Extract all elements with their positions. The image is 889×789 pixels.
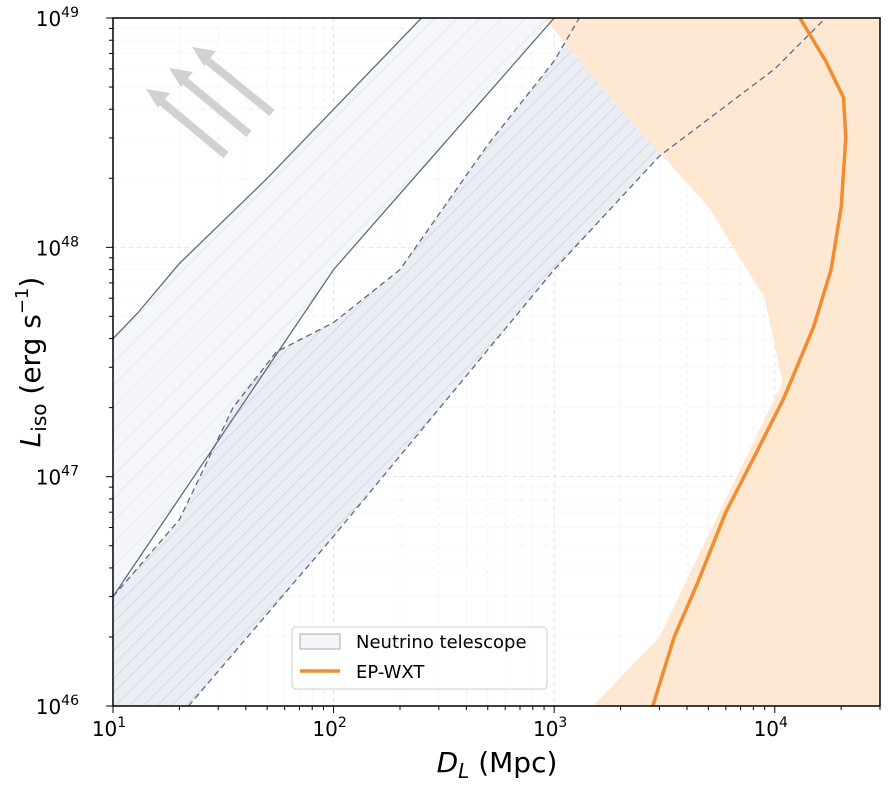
legend-box xyxy=(291,626,548,690)
axis-labels: DL (Mpc) Liso (erg s−1) xyxy=(12,277,557,783)
y-tick-exponent: 47 xyxy=(61,464,79,480)
band-orange-upper xyxy=(544,18,880,597)
x-tick-label: 102 xyxy=(312,715,346,741)
x-tick-label: 104 xyxy=(754,715,788,741)
band-orange-lower xyxy=(593,156,880,706)
band-edge-lower-1 xyxy=(188,18,827,706)
y-tick-label: 1047 xyxy=(36,464,79,490)
y-tick-label: 1048 xyxy=(36,234,79,260)
plot-frame xyxy=(112,17,881,707)
x-tick-exponent: 3 xyxy=(558,715,567,731)
legend: Neutrino telescope EP-WXT xyxy=(291,626,548,690)
band-edge-upper-1 xyxy=(113,18,580,598)
arrow-icon-1 xyxy=(146,89,229,159)
x-tick-label: 101 xyxy=(92,715,126,741)
y-axis-label: Liso (erg s−1) xyxy=(12,277,51,448)
x-tick-exponent: 4 xyxy=(779,715,788,731)
x-axis-label: DL (Mpc) xyxy=(437,746,558,783)
line-ep-wxt xyxy=(651,18,848,706)
band-edge-lower-0 xyxy=(113,18,555,597)
bands xyxy=(113,18,880,706)
x-tick-exponent: 1 xyxy=(117,715,126,731)
lines xyxy=(113,18,848,706)
band-hatch-0 xyxy=(113,18,555,597)
y-tick-exponent: 46 xyxy=(61,693,79,709)
arrow-icon-2 xyxy=(169,68,252,138)
y-tick-label: 1049 xyxy=(36,5,79,31)
y-tick-exponent: 49 xyxy=(61,5,79,21)
ticks: 101 102 103 104 1046 1047 1048 1049 xyxy=(36,5,881,741)
arrow-icon-3 xyxy=(192,47,275,117)
legend-label-ep-wxt: EP-WXT xyxy=(356,662,425,683)
band-hatch-1 xyxy=(113,18,826,706)
x-tick-label: 103 xyxy=(533,715,567,741)
direction-arrows xyxy=(146,47,275,159)
band-edge-upper-0 xyxy=(113,18,422,340)
y-tick-exponent: 48 xyxy=(61,234,79,250)
x-tick-exponent: 2 xyxy=(338,715,347,731)
y-tick-label: 1046 xyxy=(36,693,79,719)
legend-swatch-neutrino xyxy=(299,633,341,650)
legend-label-neutrino: Neutrino telescope xyxy=(356,632,527,653)
